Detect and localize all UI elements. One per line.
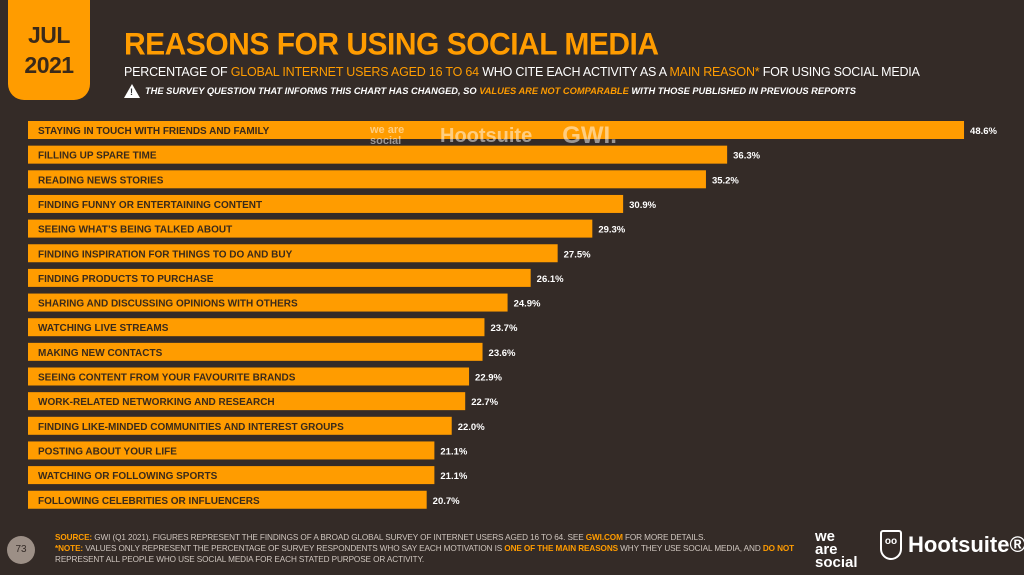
category-label: SHARING AND DISCUSSING OPINIONS WITH OTH… [38, 299, 298, 310]
bar [28, 268, 531, 287]
category-label: FINDING LIKE-MINDED COMMUNITIES AND INTE… [38, 422, 344, 433]
category-label: MAKING NEW CONTACTS [38, 348, 163, 359]
value-label: 27.5% [564, 249, 591, 260]
year: 2021 [24, 52, 74, 78]
bar [28, 194, 624, 213]
bar [28, 293, 508, 312]
page-title: REASONS FOR USING SOCIAL MEDIA [124, 27, 659, 62]
category-label: FINDING PRODUCTS TO PURCHASE [38, 274, 214, 285]
value-label: 22.0% [458, 422, 485, 433]
bar [28, 441, 435, 460]
bar [28, 121, 965, 139]
category-label: WATCHING OR FOLLOWING SPORTS [38, 471, 218, 482]
bar [28, 466, 435, 485]
hootsuite-logo: oo Hootsuite® [880, 530, 1024, 560]
warning-icon: ! [124, 84, 140, 98]
category-label: FOLLOWING CELEBRITIES OR INFLUENCERS [38, 496, 260, 507]
value-label: 22.7% [471, 397, 498, 408]
value-label: 30.9% [629, 200, 656, 211]
value-label: 48.6% [970, 126, 997, 137]
subtitle: PERCENTAGE OF GLOBAL INTERNET USERS AGED… [124, 65, 920, 79]
page-number: 73 [7, 536, 35, 564]
bar [28, 416, 452, 435]
month: JUL [28, 22, 70, 48]
value-label: 26.1% [537, 274, 564, 285]
category-label: SEEING CONTENT FROM YOUR FAVOURITE BRAND… [38, 373, 296, 384]
value-label: 24.9% [514, 299, 541, 310]
value-label: 23.6% [489, 348, 516, 359]
value-label: 22.9% [475, 373, 502, 384]
category-label: STAYING IN TOUCH WITH FRIENDS AND FAMILY [38, 126, 270, 137]
category-label: POSTING ABOUT YOUR LIFE [38, 446, 177, 457]
value-label: 36.3% [733, 151, 760, 162]
bar [28, 170, 706, 189]
bar [28, 367, 470, 386]
bar [28, 145, 728, 164]
category-label: WORK-RELATED NETWORKING AND RESEARCH [38, 397, 275, 408]
value-label: 29.3% [598, 225, 625, 236]
value-label: 21.1% [440, 446, 467, 457]
category-label: FILLING UP SPARE TIME [38, 151, 157, 162]
bar [28, 392, 466, 411]
category-label: SEEING WHAT’S BEING TALKED ABOUT [38, 225, 232, 236]
category-label: FINDING FUNNY OR ENTERTAINING CONTENT [38, 200, 262, 211]
footer-notes: SOURCE: GWI (Q1 2021). FIGURES REPRESENT… [55, 533, 795, 564]
bar [28, 219, 593, 238]
value-label: 23.7% [490, 323, 517, 334]
we-are-social-logo: we are social [815, 528, 858, 571]
value-label: 20.7% [433, 496, 460, 507]
bar [28, 490, 427, 509]
warning-note: ! THE SURVEY QUESTION THAT INFORMS THIS C… [124, 84, 856, 98]
owl-icon: oo [880, 530, 902, 560]
value-label: 35.2% [712, 175, 739, 186]
bar [28, 244, 558, 263]
date-badge: JUL 2021 [8, 0, 90, 100]
category-label: FINDING INSPIRATION FOR THINGS TO DO AND… [38, 249, 293, 260]
bar [28, 318, 485, 337]
category-label: READING NEWS STORIES [38, 175, 164, 186]
category-label: WATCHING LIVE STREAMS [38, 323, 169, 334]
bar [28, 342, 483, 361]
value-label: 21.1% [440, 471, 467, 482]
